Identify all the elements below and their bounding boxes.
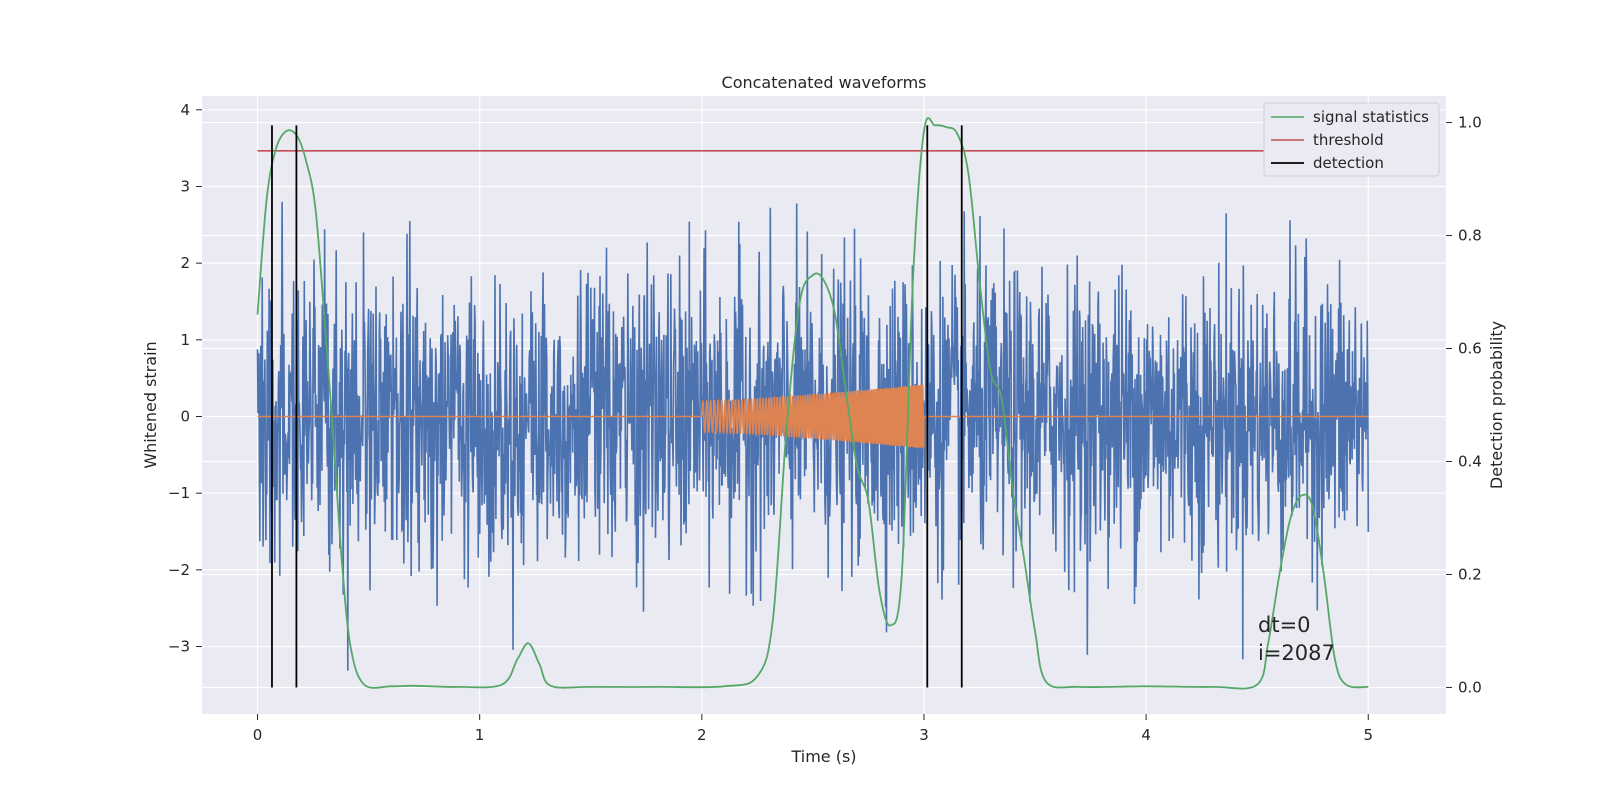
annotation-dt: dt=0 bbox=[1258, 613, 1311, 637]
y-tick-label-left: 3 bbox=[180, 177, 190, 195]
axes: 0 1 2 3 4 5 −3 −2 −1 0 1 2 3 4 0.0 0.2 0.4 0.6 0.8 1.0 bbox=[168, 101, 1482, 744]
y-tick-label-right: 0.2 bbox=[1458, 565, 1482, 583]
legend-box bbox=[1263, 102, 1440, 177]
x-tick-label: 5 bbox=[1363, 726, 1373, 744]
y-tick-label-right: 0.8 bbox=[1458, 227, 1482, 245]
legend: signal statistics threshold detection bbox=[1263, 102, 1440, 177]
x-tick-label: 1 bbox=[475, 726, 485, 744]
y-tick-label-left: 2 bbox=[180, 254, 190, 272]
y-axis-label-right: Detection probability bbox=[1487, 321, 1506, 489]
y-tick-label-right: 0.6 bbox=[1458, 340, 1482, 358]
y-tick-label-right: 0.0 bbox=[1458, 678, 1482, 696]
signal-statistics-series bbox=[256, 117, 1369, 690]
x-axis-label: Time (s) bbox=[790, 747, 856, 766]
waveform-chirp bbox=[701, 384, 925, 449]
x-tick-label: 3 bbox=[919, 726, 929, 744]
legend-label-signal-statistics: signal statistics bbox=[1313, 108, 1429, 126]
x-tick-label: 0 bbox=[253, 726, 263, 744]
y-tick-label-left: −1 bbox=[168, 484, 190, 502]
y-tick-label-right: 0.4 bbox=[1458, 452, 1482, 470]
y-tick-label-right: 1.0 bbox=[1458, 114, 1482, 132]
signal-statistics-line bbox=[256, 117, 1369, 690]
y-tick-label-left: 0 bbox=[180, 408, 190, 426]
detection-series bbox=[271, 125, 963, 688]
x-tick-label: 4 bbox=[1141, 726, 1151, 744]
legend-label-detection: detection bbox=[1313, 154, 1384, 172]
y-tick-label-left: 4 bbox=[180, 101, 190, 119]
y-axis-label-left: Whitened strain bbox=[141, 341, 160, 468]
annotation-index: i=2087 bbox=[1258, 641, 1335, 665]
chart-title: Concatenated waveforms bbox=[722, 73, 927, 92]
y-tick-label-left: −3 bbox=[168, 638, 190, 656]
y-tick-label-left: −2 bbox=[168, 561, 190, 579]
x-tick-label: 2 bbox=[697, 726, 707, 744]
legend-label-threshold: threshold bbox=[1313, 131, 1384, 149]
y-tick-label-left: 1 bbox=[180, 331, 190, 349]
